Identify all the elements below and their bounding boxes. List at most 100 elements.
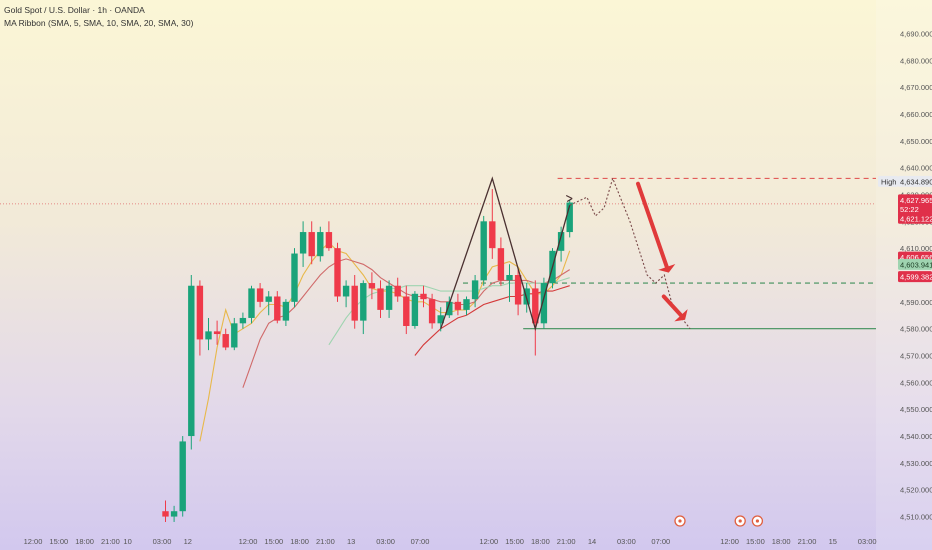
projection-path[interactable] xyxy=(569,176,691,330)
candle[interactable] xyxy=(471,275,479,308)
candle[interactable] xyxy=(308,221,315,265)
candle[interactable] xyxy=(239,312,247,329)
x-tick-label: 03:00 xyxy=(153,537,172,546)
price-tag[interactable]: 4,627.965 xyxy=(898,194,932,206)
candle[interactable] xyxy=(394,277,401,302)
candle[interactable] xyxy=(205,317,212,351)
x-tick-label: 21:00 xyxy=(557,537,576,546)
candle[interactable] xyxy=(291,248,298,308)
down-arrow-2[interactable] xyxy=(661,294,688,322)
candle-body xyxy=(368,283,376,289)
price-tag[interactable]: 4,599.382 xyxy=(898,271,932,283)
candle[interactable] xyxy=(420,285,427,308)
candle[interactable] xyxy=(351,275,358,329)
candle[interactable] xyxy=(360,280,367,335)
candle[interactable] xyxy=(377,280,384,318)
candle[interactable] xyxy=(248,285,255,324)
candle[interactable] xyxy=(196,280,204,356)
x-tick-label: 18:00 xyxy=(290,537,309,546)
x-tick-label: 12:00 xyxy=(479,537,498,546)
candle-body xyxy=(231,323,238,348)
candle[interactable] xyxy=(170,505,178,522)
candle[interactable] xyxy=(342,280,350,308)
candle-body xyxy=(213,331,221,335)
candle[interactable] xyxy=(317,226,324,262)
price-tag-value: 4,634.890 xyxy=(900,177,932,186)
candle-body xyxy=(385,285,393,310)
candle-body xyxy=(514,275,522,305)
candle[interactable] xyxy=(497,237,505,286)
x-tick-label: 21:00 xyxy=(316,537,335,546)
x-tick-label: 12:00 xyxy=(24,537,43,546)
candle[interactable] xyxy=(274,291,281,324)
y-tick-label: 4,540.000 xyxy=(900,432,932,441)
price-tag[interactable]: High 4,634.890 xyxy=(878,175,932,187)
candle[interactable] xyxy=(514,269,522,316)
candle[interactable] xyxy=(557,226,565,262)
candle-body xyxy=(239,317,247,324)
candle-body xyxy=(351,285,358,321)
price-tag[interactable]: 4,621.122 xyxy=(898,212,932,224)
event-icon[interactable] xyxy=(674,515,686,527)
candle[interactable] xyxy=(299,221,307,267)
price-tag[interactable]: 52:22 xyxy=(898,203,932,215)
candle[interactable] xyxy=(446,296,453,318)
candle[interactable] xyxy=(428,293,436,329)
candle[interactable] xyxy=(188,275,195,450)
y-tick-label: 4,560.000 xyxy=(900,378,932,387)
candle[interactable] xyxy=(179,436,186,517)
candle[interactable] xyxy=(385,280,393,318)
candle[interactable] xyxy=(532,280,539,356)
candle-body xyxy=(291,253,298,302)
candle[interactable] xyxy=(411,291,419,329)
x-tick-label: 03:00 xyxy=(617,537,636,546)
candle[interactable] xyxy=(454,293,462,316)
candle-body xyxy=(540,283,548,324)
candle[interactable] xyxy=(463,296,470,316)
candle[interactable] xyxy=(506,264,513,302)
candle-body xyxy=(557,232,565,251)
candle[interactable] xyxy=(265,291,272,316)
y-tick-label: 4,510.000 xyxy=(900,513,932,522)
candle[interactable] xyxy=(403,285,410,335)
price-tag[interactable]: 4,603.941 xyxy=(898,258,932,270)
candle-body xyxy=(437,315,444,324)
x-tick-label: 18:00 xyxy=(75,537,94,546)
price-tag-value: 4,599.382 xyxy=(900,273,932,282)
price-tag-value: 52:22 xyxy=(900,205,919,214)
candle-body xyxy=(205,331,212,340)
x-tick-label: 03:00 xyxy=(376,537,395,546)
candle[interactable] xyxy=(222,328,229,351)
event-icon[interactable] xyxy=(751,515,764,527)
candle-body xyxy=(463,299,470,310)
candle[interactable] xyxy=(540,277,548,329)
y-tick-label: 4,570.000 xyxy=(900,352,932,361)
candle-body xyxy=(394,285,401,297)
candle[interactable] xyxy=(480,215,487,286)
candle-body xyxy=(274,296,281,321)
candle[interactable] xyxy=(282,299,290,326)
candle[interactable] xyxy=(162,500,169,522)
candle[interactable] xyxy=(256,283,264,308)
x-tick-label: 07:00 xyxy=(411,537,430,546)
candle-body xyxy=(179,441,186,512)
candle[interactable] xyxy=(231,317,238,351)
x-tick-label: 12 xyxy=(184,537,192,546)
candle-body xyxy=(334,248,341,297)
x-tick-label: 15:00 xyxy=(49,537,68,546)
candle[interactable] xyxy=(325,221,333,251)
candle[interactable] xyxy=(489,189,496,259)
down-arrow-1[interactable] xyxy=(636,181,676,273)
zigzag-pattern[interactable] xyxy=(440,176,571,332)
price-tag-value-bg xyxy=(898,271,932,283)
candle[interactable] xyxy=(368,272,376,300)
x-tick-label: 07:00 xyxy=(651,537,670,546)
candle[interactable] xyxy=(213,320,221,345)
candle[interactable] xyxy=(334,242,341,302)
x-tick-label: 03:00 xyxy=(858,537,877,546)
event-icon[interactable] xyxy=(734,515,746,527)
price-tag-value-bg xyxy=(898,175,932,187)
candle-body xyxy=(188,285,195,437)
